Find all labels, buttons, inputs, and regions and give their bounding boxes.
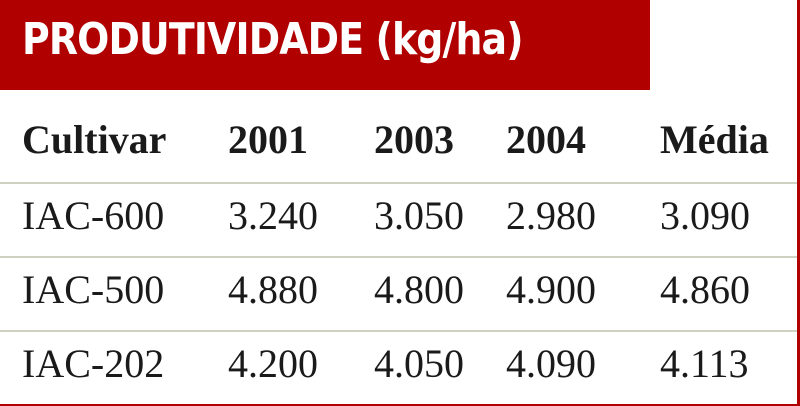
column-header: Média (660, 117, 769, 162)
value-cell: 4.900 (506, 267, 596, 312)
value-cell: 4.860 (660, 267, 750, 312)
column-header: 2004 (506, 117, 586, 162)
table-row: IAC-202 4.200 4.050 4.090 4.113 (0, 332, 797, 404)
value-cell: 4.880 (228, 267, 318, 312)
column-header: 2003 (374, 117, 454, 162)
value-cell: 3.050 (374, 193, 464, 238)
value-cell: 3.240 (228, 193, 318, 238)
cultivar-cell: IAC-500 (22, 267, 165, 312)
cultivar-cell: IAC-600 (22, 193, 165, 238)
value-cell: 3.090 (660, 193, 750, 238)
value-cell: 4.800 (374, 267, 464, 312)
title-banner: PRODUTIVIDADE (kg/ha) (0, 0, 650, 90)
table: Cultivar 2001 2003 2004 Média IAC-600 3.240 3.0… (0, 110, 797, 404)
table-row: IAC-500 4.880 4.800 4.900 4.860 (0, 258, 797, 332)
value-cell: 4.050 (374, 341, 464, 386)
value-cell: 4.113 (660, 341, 749, 386)
value-cell: 4.200 (228, 341, 318, 386)
value-cell: 2.980 (506, 193, 596, 238)
cultivar-cell: IAC-202 (22, 341, 165, 386)
column-header: Cultivar (22, 117, 167, 162)
header-row: Cultivar 2001 2003 2004 Média (0, 110, 797, 184)
table-row: IAC-600 3.240 3.050 2.980 3.090 (0, 184, 797, 258)
title: PRODUTIVIDADE (kg/ha) (22, 14, 524, 65)
column-header: 2001 (228, 117, 308, 162)
value-cell: 4.090 (506, 341, 596, 386)
